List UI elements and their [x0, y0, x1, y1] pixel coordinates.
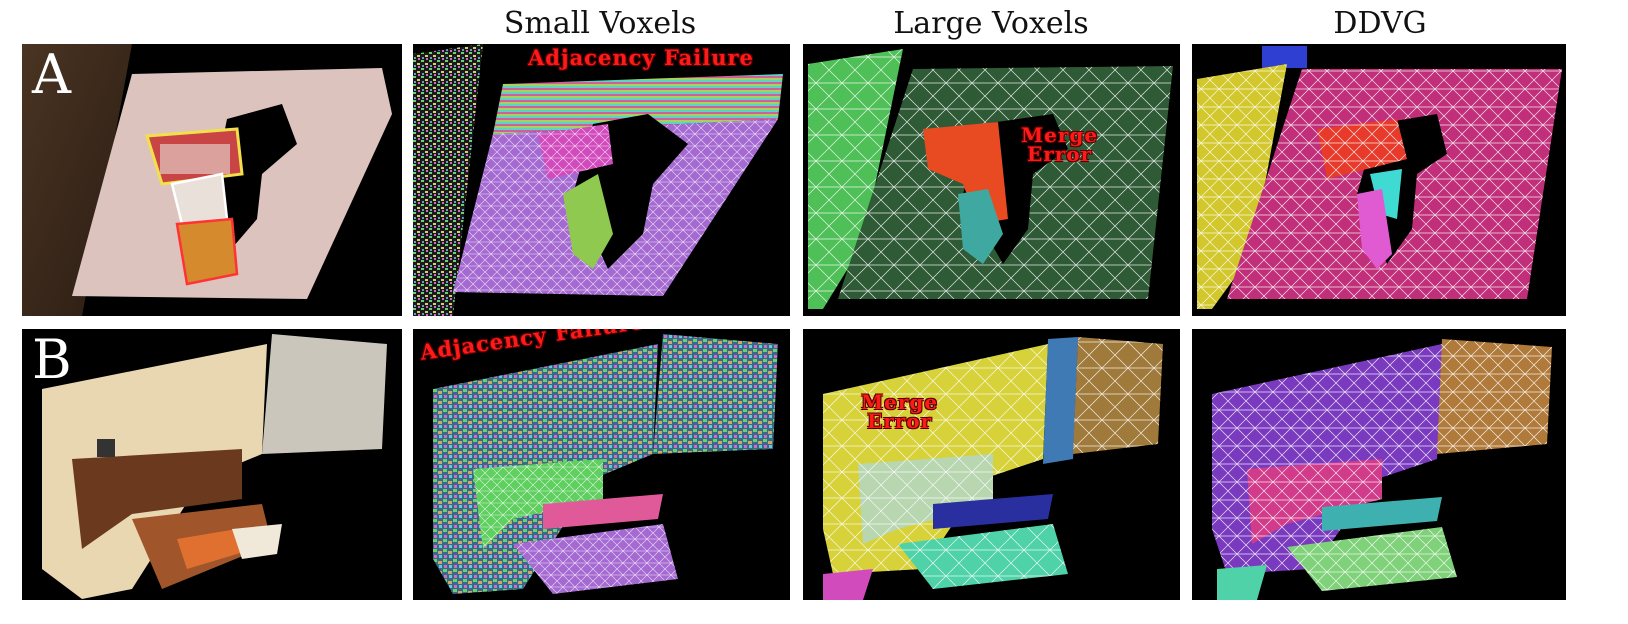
- annotation-merge-error-a: Merge Error: [1021, 123, 1099, 166]
- segmentation-b-ddvg: [1212, 339, 1552, 600]
- annotation-merge-error-a-line2: Error: [1026, 142, 1093, 166]
- panel-b-small-voxels: Adjacency Failure: [413, 329, 790, 600]
- column-title-ddvg: DDVG: [1333, 6, 1427, 41]
- column-title-small-voxels: Small Voxels: [503, 6, 697, 41]
- segmentation-a-small-voxels: [413, 44, 783, 316]
- segmentation-a-ddvg: [1197, 46, 1562, 309]
- segmentation-b-large-voxels: [823, 337, 1163, 600]
- panel-a-small-voxels: Adjacency Failure: [413, 44, 790, 316]
- pointcloud-b-image: [42, 334, 387, 599]
- panel-a-large-voxels: Merge Error: [803, 44, 1180, 316]
- pointcloud-a-image: [22, 44, 392, 316]
- annotation-merge-error-b-line1: Merge: [861, 390, 939, 414]
- column-title-large-voxels: Large Voxels: [893, 6, 1089, 41]
- panel-b-rgb-pointcloud: B: [22, 329, 402, 600]
- annotation-merge-error-b-line2: Error: [866, 409, 933, 433]
- annotation-merge-error-a-line1: Merge: [1021, 123, 1099, 147]
- row-label-a: A: [32, 44, 71, 106]
- annotation-merge-error-b: Merge Error: [861, 390, 939, 433]
- panel-a-rgb-pointcloud: A: [22, 44, 402, 316]
- segmentation-b-small-voxels: [433, 334, 778, 594]
- row-label-b: B: [32, 329, 72, 391]
- annotation-adjacency-failure-a: Adjacency Failure: [528, 45, 754, 70]
- panel-b-ddvg: [1192, 329, 1566, 600]
- panel-b-large-voxels: Merge Error: [803, 329, 1180, 600]
- panel-a-ddvg: [1192, 44, 1566, 316]
- segmentation-a-large-voxels: [808, 49, 1173, 309]
